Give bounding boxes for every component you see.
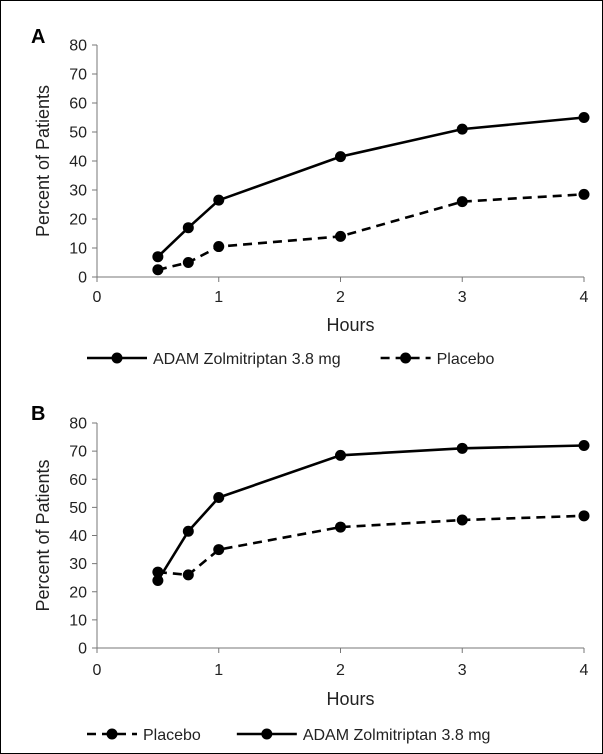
y-tick-label: 70 (69, 67, 87, 84)
data-point-placebo (578, 188, 590, 200)
x-axis-title: Hours (326, 689, 374, 709)
data-point-placebo (456, 514, 468, 526)
series-line-placebo (157, 514, 585, 577)
data-point-zolmitriptan (335, 449, 346, 461)
data-point-placebo (182, 257, 194, 268)
legend: Placebo ADAM Zolmitriptan 3.8 mg (87, 727, 490, 744)
data-point-placebo (213, 544, 225, 556)
data-point-placebo (152, 264, 164, 276)
x-tick-label: 3 (458, 289, 467, 306)
data-point-placebo (335, 230, 346, 242)
data-point-placebo (578, 510, 590, 522)
x-tick-label: 1 (214, 662, 223, 679)
data-point-placebo (182, 569, 194, 581)
y-tick-label: 20 (69, 212, 87, 229)
data-point-zolmitriptan (182, 525, 194, 537)
series-line-placebo (157, 193, 585, 272)
x-tick-label: 4 (580, 662, 589, 679)
data-point-zolmitriptan (578, 440, 590, 451)
y-tick-label: 60 (69, 96, 87, 113)
legend: ADAM Zolmitriptan 3.8 mg Placebo (87, 351, 495, 368)
data-point-zolmitriptan (578, 112, 590, 123)
legend-label: Placebo (437, 351, 495, 368)
y-tick-label: 40 (69, 528, 87, 545)
x-tick-label: 0 (93, 662, 102, 679)
data-point-zolmitriptan (335, 151, 346, 163)
y-tick-label: 50 (69, 500, 87, 517)
legend-swatch-marker (261, 728, 273, 740)
panel-label: A (31, 26, 45, 48)
y-axis-title: Percent of Patients (33, 459, 53, 611)
legend-swatch-marker (111, 352, 123, 364)
legend-label: ADAM Zolmitriptan 3.8 mg (153, 351, 341, 368)
chart-panel-b: B 0 10 20 30 40 50 60 70 80 0 1 2 3 4 Hours Percent of P… (31, 403, 590, 744)
y-tick-label: 20 (69, 584, 87, 601)
y-tick-label: 0 (78, 270, 87, 287)
y-tick-label: 10 (69, 612, 87, 629)
x-tick-label: 0 (93, 289, 102, 306)
data-point-zolmitriptan (213, 492, 225, 504)
y-tick-label: 60 (69, 472, 87, 489)
panel-label: B (31, 403, 45, 425)
data-point-zolmitriptan (152, 575, 164, 586)
series-line-zolmitriptan (156, 444, 585, 582)
data-point-placebo (335, 521, 346, 533)
y-tick-label: 80 (69, 416, 87, 433)
y-tick-label: 40 (69, 154, 87, 171)
x-tick-label: 1 (214, 289, 223, 306)
legend-swatch-marker (106, 728, 118, 740)
legend-label: Placebo (143, 727, 201, 744)
y-tick-label: 0 (78, 641, 87, 658)
y-tick-label: 80 (69, 38, 87, 55)
data-point-placebo (456, 196, 468, 208)
series-line-zolmitriptan (157, 116, 585, 258)
x-tick-label: 3 (458, 662, 467, 679)
data-point-zolmitriptan (213, 194, 225, 206)
data-point-zolmitriptan (182, 222, 194, 234)
legend-label: ADAM Zolmitriptan 3.8 mg (303, 727, 491, 744)
y-tick-label: 50 (69, 125, 87, 142)
data-point-placebo (152, 566, 164, 578)
legend-swatch-marker (400, 352, 412, 364)
y-tick-label: 30 (69, 556, 87, 573)
y-tick-label: 10 (69, 241, 87, 258)
x-axis-title: Hours (326, 315, 374, 335)
y-tick-label: 70 (69, 444, 87, 461)
chart-panel-a: A 0 10 20 30 40 50 60 70 80 0 1 2 3 4 Hours Percent of P… (31, 26, 590, 368)
y-tick-label: 30 (69, 183, 87, 200)
x-tick-label: 2 (336, 289, 345, 306)
y-axis-title: Percent of Patients (33, 85, 53, 237)
data-point-zolmitriptan (456, 442, 468, 454)
x-tick-label: 2 (336, 662, 345, 679)
x-tick-label: 4 (580, 289, 589, 306)
data-point-zolmitriptan (152, 251, 164, 263)
data-point-placebo (213, 241, 225, 253)
data-point-zolmitriptan (456, 123, 468, 135)
